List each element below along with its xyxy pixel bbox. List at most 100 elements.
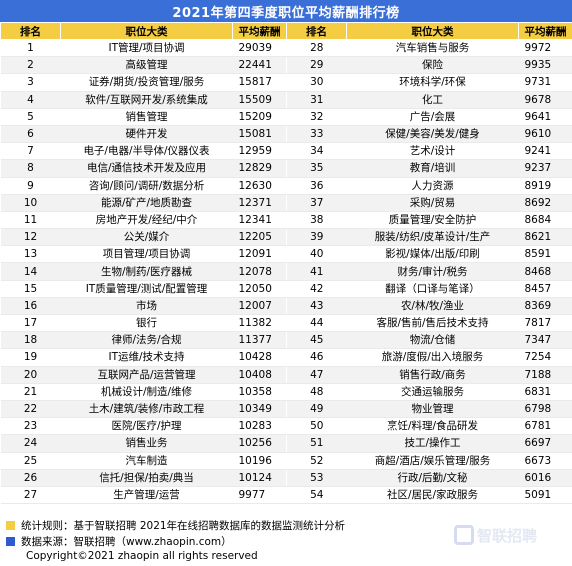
rank-cell: 35 — [286, 159, 347, 178]
rank-cell: 10 — [0, 194, 61, 212]
table-row: 7 电子/电器/半导体/仪器仪表 12959 34 艺术/设计 9241 — [0, 142, 572, 161]
rank-cell: 2 — [0, 56, 61, 75]
rank-cell: 14 — [0, 262, 61, 281]
job-cell: 能源/矿产/地质勘查 — [60, 194, 233, 212]
rank-cell: 43 — [286, 297, 347, 316]
header-salary: 平均薪酬 — [518, 22, 572, 40]
source-note: 数据来源：智联招聘（www.zhaopin.com） — [6, 534, 232, 549]
salary-cell: 10283 — [232, 417, 287, 436]
job-cell: 艺术/设计 — [346, 142, 519, 161]
table-row: 9 咨询/顾问/调研/数据分析 12630 36 人力资源 8919 — [0, 177, 572, 195]
job-cell: 农/林/牧/渔业 — [346, 297, 519, 316]
salary-cell: 12007 — [232, 297, 287, 316]
job-cell: IT运维/技术支持 — [60, 348, 233, 367]
salary-cell: 9935 — [518, 56, 572, 75]
job-cell: 客服/售前/售后技术支持 — [346, 314, 519, 333]
salary-cell: 10256 — [232, 434, 287, 453]
salary-cell: 9678 — [518, 91, 572, 109]
job-cell: 电信/通信技术开发及应用 — [60, 159, 233, 178]
rank-cell: 48 — [286, 383, 347, 401]
rank-cell: 31 — [286, 91, 347, 109]
job-cell: 生物/制药/医疗器械 — [60, 262, 233, 281]
rank-cell: 7 — [0, 142, 61, 161]
salary-cell: 9641 — [518, 108, 572, 126]
salary-cell: 10358 — [232, 383, 287, 401]
rank-cell: 8 — [0, 159, 61, 178]
salary-cell: 10428 — [232, 348, 287, 367]
rank-cell: 19 — [0, 348, 61, 367]
job-cell: 生产管理/运营 — [60, 486, 233, 505]
job-cell: 服装/纺织/皮革设计/生产 — [346, 228, 519, 247]
copyright-text: Copyright©2021 zhaopin all rights reserv… — [26, 550, 258, 562]
salary-cell: 6798 — [518, 400, 572, 419]
job-cell: 销售业务 — [60, 434, 233, 453]
salary-cell: 6831 — [518, 383, 572, 401]
table-row: 8 电信/通信技术开发及应用 12829 35 教育/培训 9237 — [0, 159, 572, 178]
salary-cell: 8468 — [518, 262, 572, 281]
rank-cell: 24 — [0, 434, 61, 453]
job-cell: 软件/互联网开发/系统集成 — [60, 91, 233, 109]
rank-cell: 4 — [0, 91, 61, 109]
salary-cell: 8621 — [518, 228, 572, 247]
table-row: 12 公关/媒介 12205 39 服装/纺织/皮革设计/生产 8621 — [0, 228, 572, 247]
salary-cell: 7347 — [518, 331, 572, 350]
table-row: 20 互联网产品/运营管理 10408 47 销售行政/商务 7188 — [0, 366, 572, 384]
job-cell: 教育/培训 — [346, 159, 519, 178]
job-cell: 互联网产品/运营管理 — [60, 366, 233, 384]
rank-cell: 51 — [286, 434, 347, 453]
rank-cell: 23 — [0, 417, 61, 436]
rank-cell: 6 — [0, 125, 61, 144]
job-cell: 证券/期货/投资管理/服务 — [60, 73, 233, 92]
salary-cell: 6016 — [518, 469, 572, 487]
salary-cell: 8369 — [518, 297, 572, 316]
job-cell: 财务/审计/税务 — [346, 262, 519, 281]
table-row: 5 销售管理 15209 32 广告/会展 9641 — [0, 108, 572, 126]
salary-cell: 12205 — [232, 228, 287, 247]
rank-cell: 42 — [286, 280, 347, 298]
salary-cell: 7188 — [518, 366, 572, 384]
salary-cell: 12371 — [232, 194, 287, 212]
job-cell: 销售管理 — [60, 108, 233, 126]
salary-cell: 6673 — [518, 452, 572, 470]
logo-mark-icon — [454, 525, 474, 545]
salary-cell: 9237 — [518, 159, 572, 178]
table-header-row: 排名 职位大类 平均薪酬 排名 职位大类 平均薪酬 — [0, 22, 572, 40]
salary-cell: 10124 — [232, 469, 287, 487]
rank-cell: 30 — [286, 73, 347, 92]
salary-cell: 9241 — [518, 142, 572, 161]
job-cell: 翻译（口译与笔译） — [346, 280, 519, 298]
salary-cell: 5091 — [518, 486, 572, 505]
rank-cell: 45 — [286, 331, 347, 350]
job-cell: 保健/美容/美发/健身 — [346, 125, 519, 144]
zhaopin-logo: 智联招聘 — [454, 522, 566, 548]
job-cell: 律师/法务/合规 — [60, 331, 233, 350]
salary-cell: 9972 — [518, 39, 572, 58]
salary-cell: 6781 — [518, 417, 572, 436]
table-row: 22 土木/建筑/装修/市政工程 10349 49 物业管理 6798 — [0, 400, 572, 419]
table-row: 4 软件/互联网开发/系统集成 15509 31 化工 9678 — [0, 91, 572, 109]
salary-cell: 7817 — [518, 314, 572, 333]
salary-cell: 8457 — [518, 280, 572, 298]
rank-cell: 38 — [286, 211, 347, 230]
job-cell: 人力资源 — [346, 177, 519, 195]
blue-square-icon — [6, 537, 15, 546]
rule-text: 统计规则：基于智联招聘 2021年在线招聘数据库的数据监测统计分析 — [21, 520, 346, 532]
rank-cell: 40 — [286, 245, 347, 264]
rank-cell: 21 — [0, 383, 61, 401]
job-cell: 物业管理 — [346, 400, 519, 419]
rank-cell: 37 — [286, 194, 347, 212]
rank-cell: 16 — [0, 297, 61, 316]
rank-cell: 9 — [0, 177, 61, 195]
table-row: 19 IT运维/技术支持 10428 46 旅游/度假/出入境服务 7254 — [0, 348, 572, 367]
salary-cell: 7254 — [518, 348, 572, 367]
rank-cell: 11 — [0, 211, 61, 230]
rank-cell: 32 — [286, 108, 347, 126]
table-row: 18 律师/法务/合规 11377 45 物流/仓储 7347 — [0, 331, 572, 350]
table-row: 14 生物/制药/医疗器械 12078 41 财务/审计/税务 8468 — [0, 262, 572, 281]
rank-cell: 17 — [0, 314, 61, 333]
header-rank: 排名 — [0, 22, 61, 40]
rank-cell: 46 — [286, 348, 347, 367]
rank-cell: 34 — [286, 142, 347, 161]
salary-cell: 6697 — [518, 434, 572, 453]
job-cell: 采购/贸易 — [346, 194, 519, 212]
